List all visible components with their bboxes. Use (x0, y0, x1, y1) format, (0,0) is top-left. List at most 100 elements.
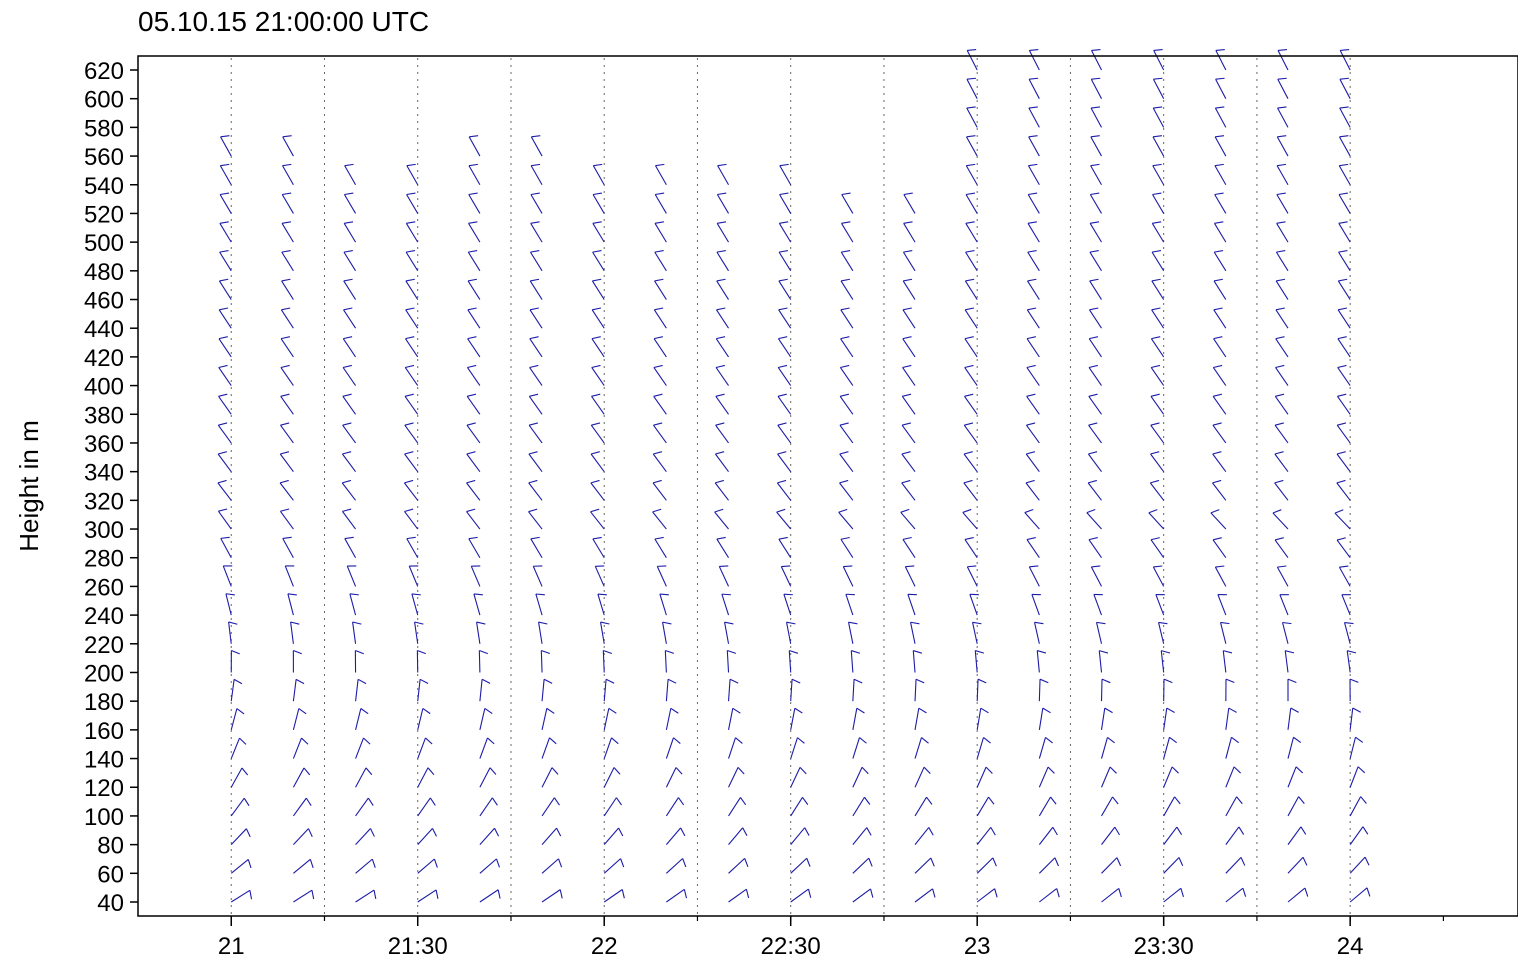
wind-barb (532, 565, 543, 587)
wind-barb (541, 797, 560, 817)
wind-barb (230, 737, 247, 759)
wind-barb (1153, 49, 1165, 71)
wind-barb (230, 889, 253, 903)
wind-barb (964, 278, 978, 300)
wind-barb (405, 307, 419, 329)
wind-barb (902, 249, 916, 272)
wind-barb (290, 621, 300, 644)
wind-barb (653, 307, 667, 329)
wind-barb (1287, 707, 1299, 730)
wind-barb (965, 249, 978, 272)
wind-barb (282, 163, 294, 186)
y-tick-label: 460 (84, 288, 124, 315)
wind-barb (1038, 736, 1053, 759)
wind-barb (1028, 135, 1040, 157)
wind-barb (914, 737, 929, 759)
x-tick-label: 21:30 (388, 933, 448, 959)
wind-barb (603, 889, 625, 903)
wind-barb (790, 678, 801, 702)
wind-barb (963, 479, 978, 501)
wind-barb (468, 135, 481, 157)
wind-barb (1101, 796, 1119, 817)
wind-barb (343, 221, 357, 243)
wind-barb (603, 707, 617, 730)
wind-barb (1349, 707, 1361, 730)
wind-barb (230, 828, 251, 845)
wind-barb (1349, 856, 1370, 874)
wind-barb (1338, 249, 1351, 272)
wind-barb (479, 858, 501, 874)
plot-frame (137, 55, 1518, 917)
wind-barb (530, 536, 543, 559)
wind-barb (1336, 537, 1351, 559)
wind-barb (473, 593, 483, 616)
wind-barb (1213, 336, 1227, 358)
wind-barb (281, 192, 294, 214)
y-tick-label: 600 (84, 87, 124, 114)
wind-barb (1100, 707, 1113, 730)
wind-barb (976, 888, 998, 903)
wind-barb (230, 678, 243, 702)
wind-barb (652, 479, 667, 501)
y-tick-label: 440 (84, 316, 124, 343)
wind-barb (840, 249, 854, 272)
wind-barb (468, 163, 481, 186)
wind-barb (1336, 451, 1351, 472)
wind-barb (1027, 221, 1040, 243)
wind-barb (417, 797, 436, 817)
wind-barb (479, 737, 495, 759)
wind-barb (1090, 77, 1103, 99)
wind-barb (414, 621, 424, 644)
wind-barb (1025, 451, 1040, 472)
wind-barb (406, 536, 419, 558)
wind-barb (903, 221, 916, 243)
wind-barb (466, 422, 481, 444)
wind-barb (1149, 479, 1165, 501)
wind-barb (664, 649, 675, 673)
wind-barb (845, 593, 855, 616)
wind-barb (654, 278, 667, 300)
wind-barb (964, 364, 978, 386)
y-tick-label: 620 (84, 58, 124, 85)
wind-barb (1036, 650, 1047, 673)
wind-barb (404, 422, 419, 444)
wind-barb (790, 766, 807, 788)
wind-barb (528, 451, 543, 472)
wind-barb (292, 678, 305, 702)
wind-barb (840, 307, 854, 329)
wind-barb (1276, 192, 1289, 214)
wind-barb (1336, 422, 1351, 444)
wind-barb (217, 422, 232, 444)
wind-barb (594, 565, 605, 587)
wind-barb (1276, 565, 1289, 587)
wind-barb (974, 650, 985, 673)
wind-barb (603, 737, 619, 759)
wind-barb (839, 393, 854, 415)
wind-barb (219, 249, 232, 272)
wind-barb (344, 536, 357, 558)
wind-barb (662, 621, 672, 644)
wind-barb (1089, 221, 1102, 243)
wind-barb (592, 192, 605, 214)
wind-barb (778, 536, 792, 559)
wind-barb (529, 336, 543, 358)
wind-barb (714, 451, 729, 472)
wind-barb (467, 336, 481, 358)
wind-barb (466, 364, 481, 386)
wind-barb (219, 192, 232, 214)
wind-barb (405, 336, 419, 358)
wind-barb (1339, 49, 1351, 71)
wind-barb (1088, 537, 1102, 559)
wind-barb (230, 797, 250, 817)
wind-barb (355, 767, 373, 788)
wind-barb (1287, 736, 1302, 759)
wind-barb (343, 278, 357, 300)
wind-barb (590, 508, 605, 530)
wind-barb (1163, 857, 1184, 874)
wind-barb (1152, 163, 1165, 186)
wind-barb (976, 827, 996, 845)
wind-barb (1225, 678, 1235, 702)
wind-barb (281, 249, 294, 272)
wind-barb (219, 221, 232, 243)
y-tick-label: 280 (84, 546, 124, 573)
